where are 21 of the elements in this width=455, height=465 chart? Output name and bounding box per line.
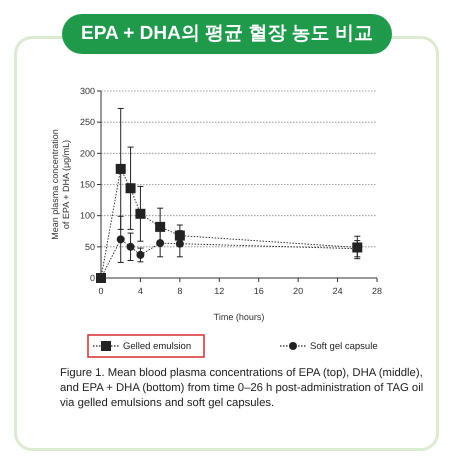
x-tick-label: 16 [254,286,264,296]
legend-label: Soft gel capsule [310,341,378,352]
y-tick-label: 300 [80,86,95,96]
x-tick-label: 28 [372,286,382,296]
x-tick-label: 4 [138,286,143,296]
y-tick-label: 150 [80,180,95,190]
chart-title: EPA + DHA의 평균 혈장 농도 비교 [62,14,392,54]
legend-label: Gelled emulsion [123,341,192,352]
x-tick-label: 12 [214,286,224,296]
x-tick-label: 20 [293,286,304,296]
y-tick-label: 250 [80,117,95,128]
x-tick-label: 8 [177,286,182,296]
y-tick-label: 50 [84,242,95,252]
x-axis-title: Time (hours) [214,312,264,322]
y-tick-label: 0 [90,273,95,283]
caption: Figure 1. Mean blood plasma concentrations of EPA (top), DHA (middle), and EPA + DHA (bottom) from time 0–26 h post-administration of TAG oil via gelled emulsions and soft gel capsules. [60,366,424,411]
x-tick-label: 0 [98,286,104,296]
x-tick-label: 24 [332,286,343,296]
y-tick-label: 100 [80,210,95,221]
y-axis-title: Mean plasma concentration of EPA + DHA (μg/mL) [50,129,71,240]
y-tick-label: 200 [80,148,95,158]
